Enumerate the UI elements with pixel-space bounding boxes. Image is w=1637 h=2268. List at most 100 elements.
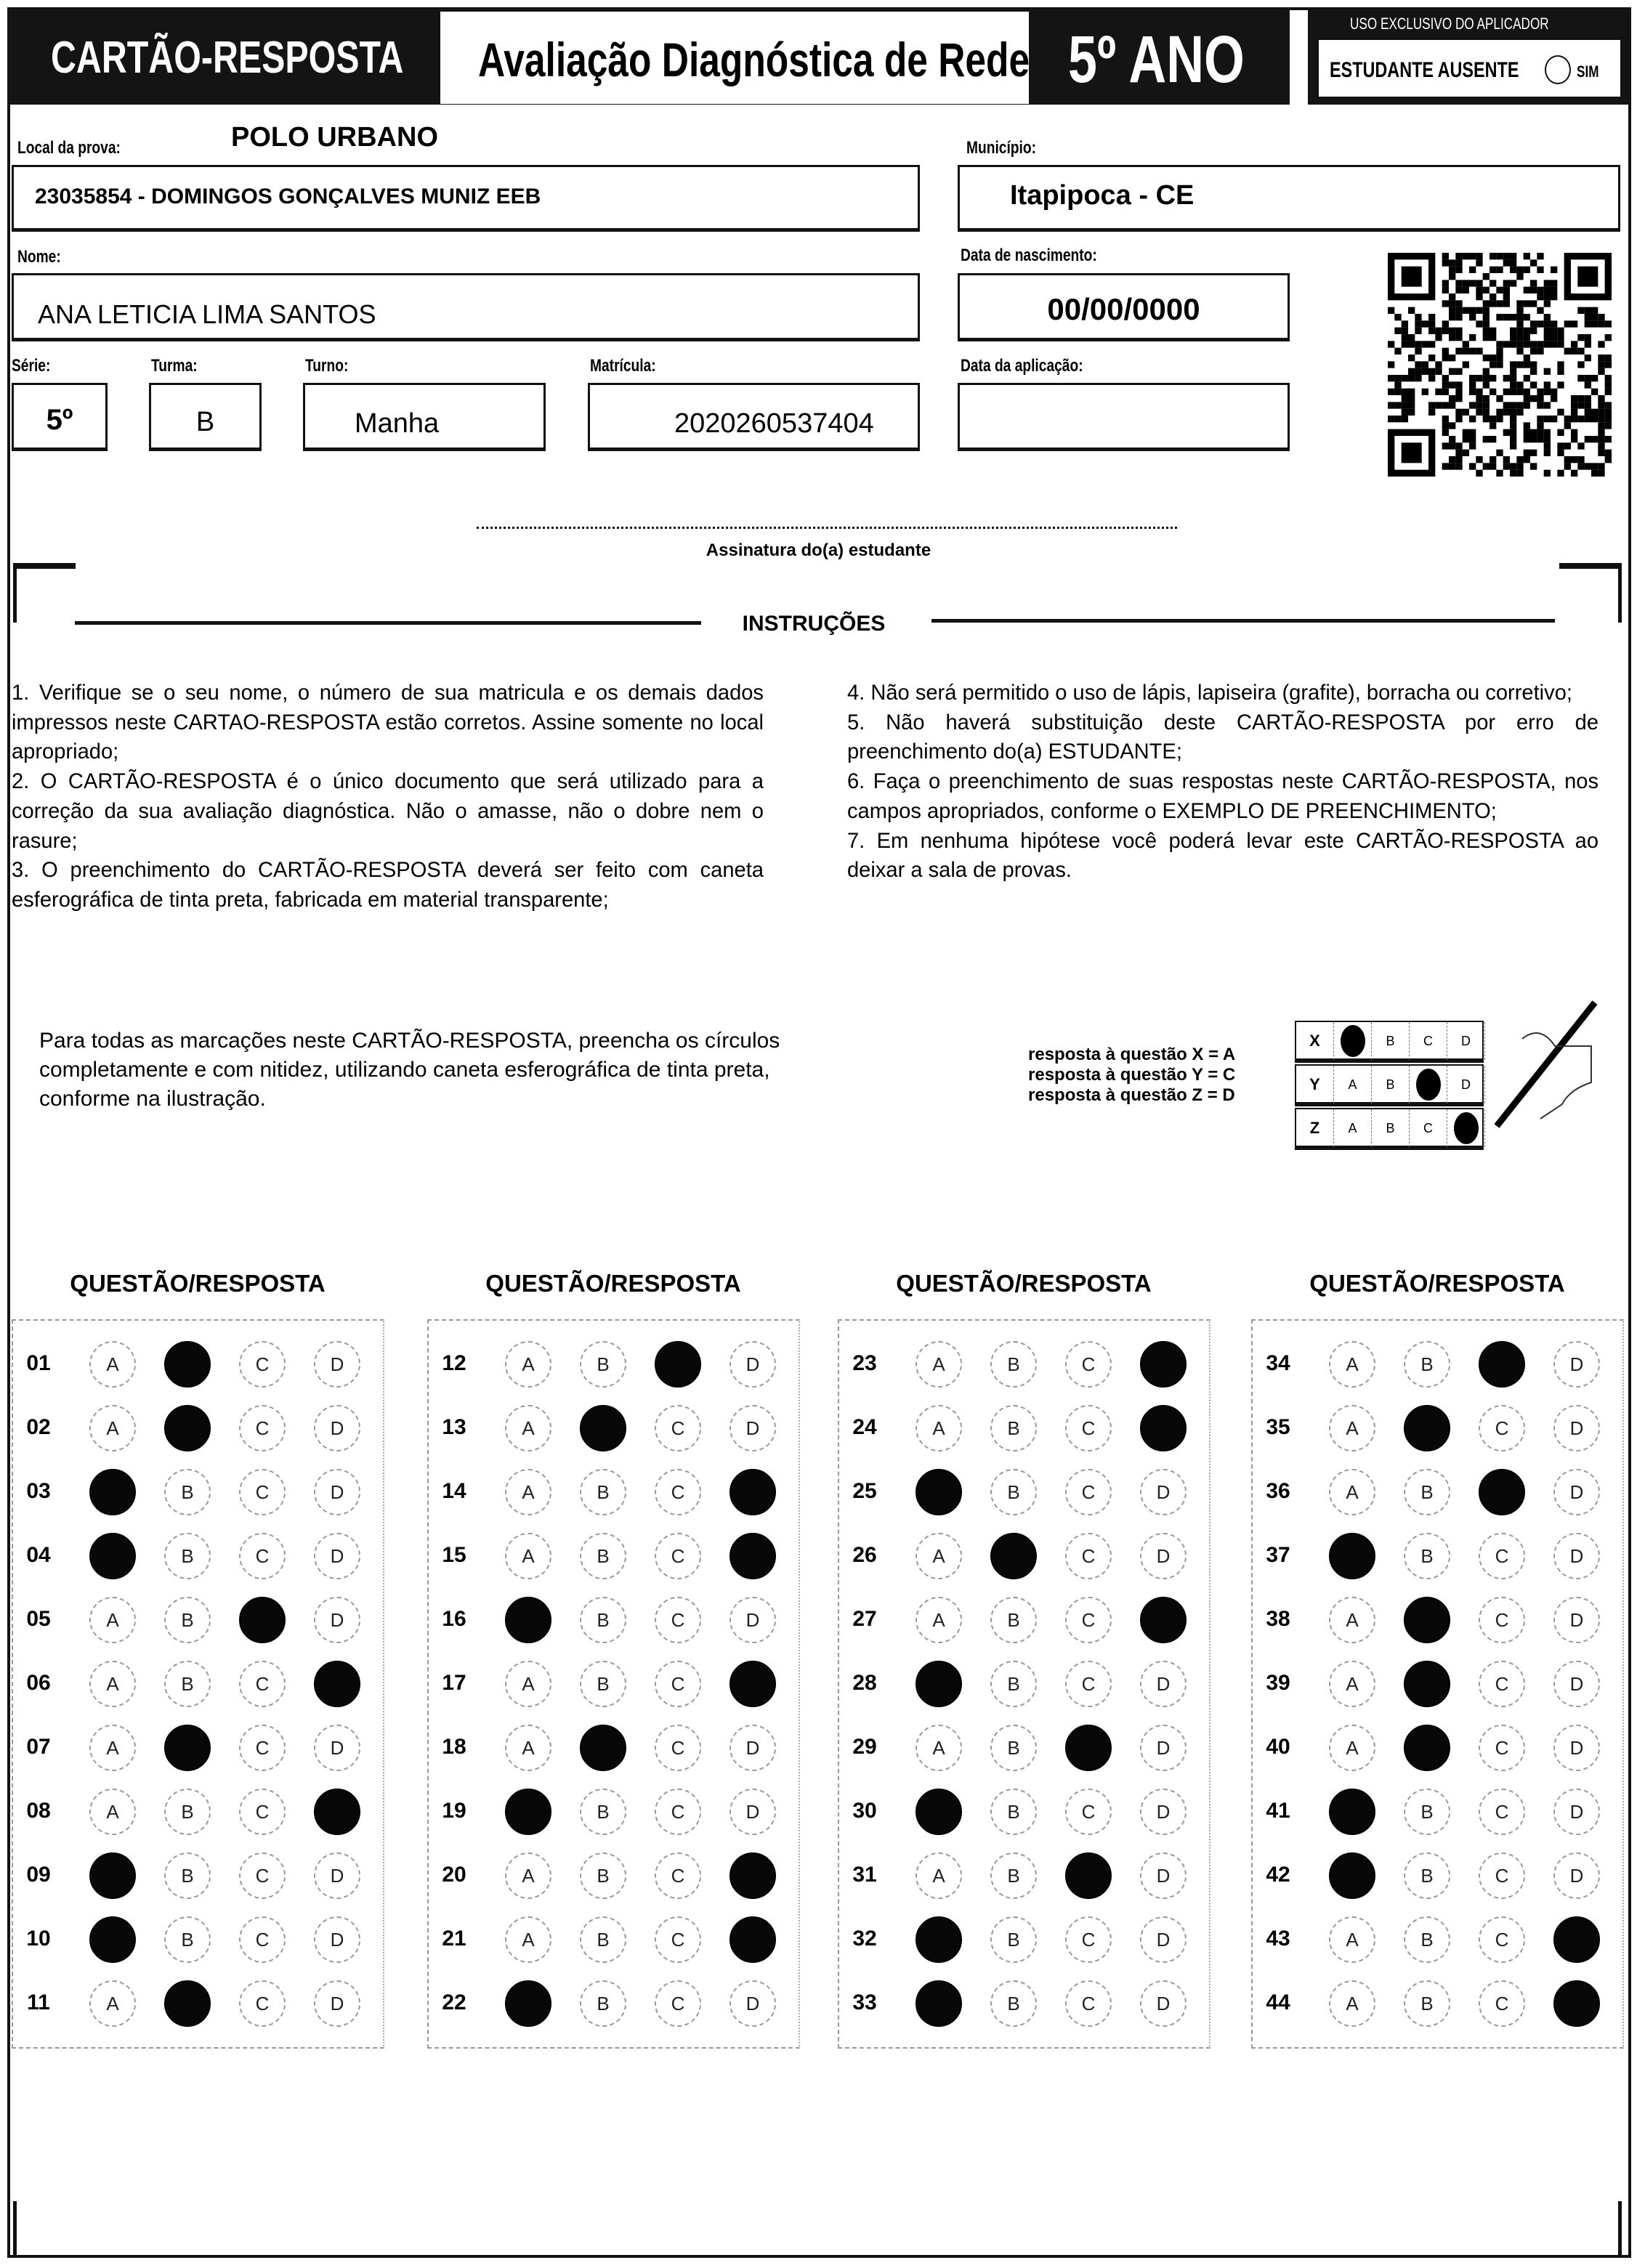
answer-bubble-filled[interactable] — [89, 1533, 136, 1579]
answer-bubble[interactable]: D — [1140, 1789, 1187, 1835]
answer-bubble-filled[interactable] — [915, 1789, 962, 1835]
answer-bubble[interactable]: D — [314, 1597, 360, 1643]
answer-bubble[interactable]: A — [505, 1725, 551, 1771]
answer-bubble[interactable]: D — [1140, 1533, 1187, 1579]
answer-bubble[interactable]: C — [239, 1916, 286, 1963]
answer-bubble[interactable]: C — [239, 1405, 286, 1451]
answer-bubble[interactable]: D — [314, 1533, 360, 1579]
answer-bubble[interactable]: B — [1404, 1789, 1450, 1835]
answer-bubble-filled[interactable] — [505, 1980, 551, 2027]
answer-bubble[interactable]: C — [1065, 1597, 1112, 1643]
answer-bubble-filled[interactable] — [729, 1469, 776, 1515]
answer-bubble[interactable]: C — [655, 1597, 701, 1643]
answer-bubble-filled[interactable] — [915, 1916, 962, 1963]
answer-bubble[interactable]: D — [1140, 1469, 1187, 1515]
answer-bubble[interactable]: B — [580, 1533, 626, 1579]
answer-bubble-filled[interactable] — [164, 1341, 211, 1388]
answer-bubble-filled[interactable] — [505, 1789, 551, 1835]
answer-bubble-filled[interactable] — [89, 1916, 136, 1963]
answer-bubble[interactable]: C — [655, 1916, 701, 1963]
answer-bubble[interactable]: C — [655, 1980, 701, 2027]
answer-bubble[interactable]: B — [164, 1916, 211, 1963]
answer-bubble[interactable]: B — [1404, 1916, 1450, 1963]
answer-bubble[interactable]: D — [1553, 1533, 1600, 1579]
answer-bubble-filled[interactable] — [1140, 1341, 1187, 1388]
answer-bubble[interactable]: D — [314, 1852, 360, 1899]
answer-bubble[interactable]: B — [990, 1597, 1037, 1643]
answer-bubble[interactable]: D — [1553, 1789, 1600, 1835]
answer-bubble[interactable]: B — [990, 1852, 1037, 1899]
answer-bubble[interactable]: D — [729, 1341, 776, 1388]
answer-bubble-filled[interactable] — [1553, 1980, 1600, 2027]
answer-bubble[interactable]: C — [1479, 1852, 1525, 1899]
answer-bubble[interactable]: A — [89, 1725, 136, 1771]
answer-bubble[interactable]: D — [729, 1597, 776, 1643]
answer-bubble[interactable]: C — [1479, 1980, 1525, 2027]
answer-bubble[interactable]: B — [990, 1661, 1037, 1707]
answer-bubble[interactable]: A — [505, 1469, 551, 1515]
answer-bubble[interactable]: A — [89, 1405, 136, 1451]
answer-bubble[interactable]: B — [580, 1661, 626, 1707]
answer-bubble[interactable]: B — [990, 1980, 1037, 2027]
answer-bubble[interactable]: D — [729, 1725, 776, 1771]
answer-bubble[interactable]: B — [580, 1341, 626, 1388]
answer-bubble[interactable]: C — [655, 1725, 701, 1771]
answer-bubble[interactable]: A — [1329, 1916, 1375, 1963]
answer-bubble-filled[interactable] — [1479, 1469, 1525, 1515]
answer-bubble[interactable]: B — [990, 1469, 1037, 1515]
answer-bubble[interactable]: D — [1140, 1661, 1187, 1707]
answer-bubble[interactable]: C — [1065, 1980, 1112, 2027]
answer-bubble-filled[interactable] — [915, 1661, 962, 1707]
answer-bubble[interactable]: D — [1553, 1661, 1600, 1707]
answer-bubble[interactable]: C — [1479, 1725, 1525, 1771]
answer-bubble-filled[interactable] — [990, 1533, 1037, 1579]
answer-bubble-filled[interactable] — [729, 1852, 776, 1899]
answer-bubble-filled[interactable] — [1404, 1661, 1450, 1707]
answer-bubble[interactable]: B — [990, 1725, 1037, 1771]
answer-bubble[interactable]: C — [655, 1661, 701, 1707]
absent-bubble[interactable] — [1545, 55, 1571, 84]
answer-bubble-filled[interactable] — [1404, 1405, 1450, 1451]
answer-bubble[interactable]: A — [505, 1405, 551, 1451]
answer-bubble[interactable]: C — [1479, 1661, 1525, 1707]
answer-bubble[interactable]: A — [89, 1341, 136, 1388]
answer-bubble[interactable]: A — [505, 1916, 551, 1963]
answer-bubble[interactable]: B — [164, 1597, 211, 1643]
answer-bubble-filled[interactable] — [1065, 1852, 1112, 1899]
answer-bubble[interactable]: A — [1329, 1661, 1375, 1707]
answer-bubble[interactable]: D — [1140, 1916, 1187, 1963]
answer-bubble[interactable]: B — [990, 1405, 1037, 1451]
answer-bubble-filled[interactable] — [915, 1469, 962, 1515]
answer-bubble-filled[interactable] — [89, 1852, 136, 1899]
answer-bubble[interactable]: B — [164, 1469, 211, 1515]
answer-bubble[interactable]: D — [1553, 1597, 1600, 1643]
answer-bubble-filled[interactable] — [164, 1405, 211, 1451]
answer-bubble[interactable]: A — [915, 1597, 962, 1643]
answer-bubble-filled[interactable] — [729, 1916, 776, 1963]
answer-bubble[interactable]: A — [505, 1341, 551, 1388]
answer-bubble-filled[interactable] — [89, 1469, 136, 1515]
answer-bubble[interactable]: B — [1404, 1341, 1450, 1388]
answer-bubble-filled[interactable] — [1404, 1597, 1450, 1643]
answer-bubble[interactable]: C — [1479, 1533, 1525, 1579]
answer-bubble[interactable]: C — [239, 1533, 286, 1579]
answer-bubble[interactable]: C — [655, 1852, 701, 1899]
answer-bubble[interactable]: C — [655, 1533, 701, 1579]
answer-bubble[interactable]: C — [1065, 1533, 1112, 1579]
answer-bubble[interactable]: C — [1065, 1916, 1112, 1963]
answer-bubble[interactable]: C — [655, 1405, 701, 1451]
answer-bubble-filled[interactable] — [580, 1405, 626, 1451]
answer-bubble[interactable]: A — [505, 1661, 551, 1707]
answer-bubble-filled[interactable] — [1553, 1916, 1600, 1963]
answer-bubble[interactable]: D — [1553, 1725, 1600, 1771]
answer-bubble-filled[interactable] — [729, 1661, 776, 1707]
answer-bubble[interactable]: D — [314, 1725, 360, 1771]
answer-bubble[interactable]: A — [89, 1789, 136, 1835]
answer-bubble[interactable]: D — [314, 1341, 360, 1388]
answer-bubble[interactable]: C — [1065, 1341, 1112, 1388]
answer-bubble[interactable]: D — [1140, 1980, 1187, 2027]
answer-bubble[interactable]: C — [1479, 1405, 1525, 1451]
answer-bubble[interactable]: A — [1329, 1725, 1375, 1771]
answer-bubble[interactable]: C — [239, 1980, 286, 2027]
answer-bubble-filled[interactable] — [1065, 1725, 1112, 1771]
